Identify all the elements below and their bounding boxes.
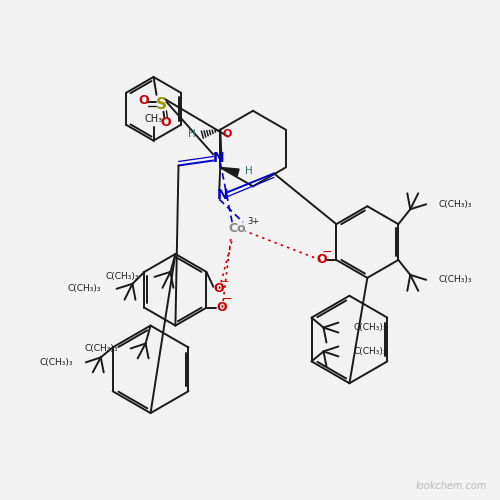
Text: C(CH₃)₃: C(CH₃)₃: [354, 323, 387, 332]
Text: 3+: 3+: [247, 216, 259, 226]
Text: C(CH₃)₃: C(CH₃)₃: [40, 358, 73, 367]
Text: S: S: [156, 98, 167, 112]
Text: O: O: [213, 282, 224, 296]
Text: H: H: [245, 166, 253, 176]
Text: O: O: [138, 94, 149, 108]
Text: −: −: [322, 246, 332, 258]
Text: C(CH₃)₃: C(CH₃)₃: [438, 200, 472, 209]
Text: O: O: [160, 116, 171, 129]
Text: C(CH₃)₃: C(CH₃)₃: [105, 272, 138, 281]
Text: N: N: [216, 188, 228, 202]
Text: lookchem.com: lookchem.com: [416, 480, 486, 490]
Text: N: N: [212, 150, 224, 164]
Text: C(CH₃)₃: C(CH₃)₃: [354, 347, 387, 356]
Text: C(CH₃)₃: C(CH₃)₃: [67, 284, 100, 294]
Polygon shape: [220, 168, 239, 176]
Text: O: O: [222, 128, 232, 138]
Text: O: O: [216, 301, 226, 314]
Text: C(CH₃)₃: C(CH₃)₃: [438, 276, 472, 284]
Text: CH₃: CH₃: [144, 114, 162, 124]
Text: C(CH₃)₃: C(CH₃)₃: [84, 344, 117, 353]
Text: Co: Co: [228, 222, 246, 234]
Text: −: −: [222, 293, 232, 306]
Text: −: −: [220, 277, 229, 287]
Text: O: O: [316, 254, 326, 266]
Text: H: H: [188, 128, 196, 138]
